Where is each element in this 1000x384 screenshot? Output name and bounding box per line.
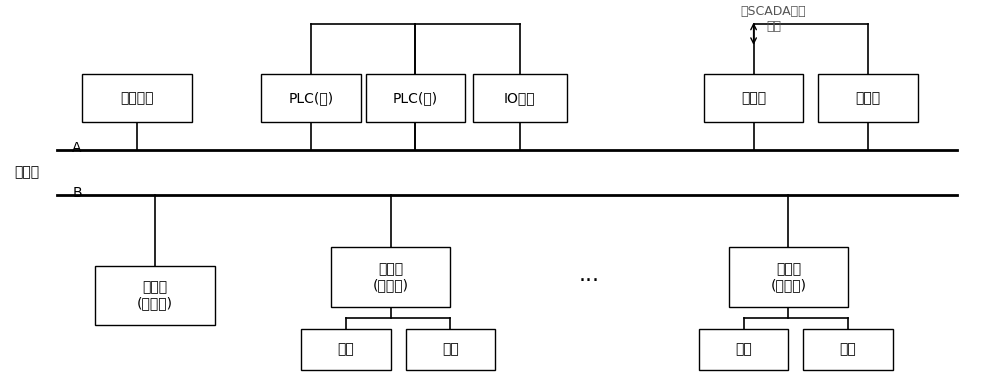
Text: IO机架: IO机架 [504,91,536,105]
Text: 终端: 终端 [840,343,856,357]
Text: 终端: 终端 [337,343,354,357]
Text: 上位机
(操作员): 上位机 (操作员) [770,262,806,292]
Text: 报警模块: 报警模块 [120,91,154,105]
Bar [406,329,495,370]
Text: 与SCADA系统
通讯: 与SCADA系统 通讯 [741,5,806,33]
Text: 服务器: 服务器 [855,91,881,105]
Text: 交换机: 交换机 [15,166,40,180]
Bar [473,74,567,122]
Text: 终端: 终端 [442,343,459,357]
Text: PLC(备): PLC(备) [393,91,438,105]
Text: 上位机
(操作员): 上位机 (操作员) [373,262,409,292]
Text: PLC(用): PLC(用) [288,91,334,105]
Bar [261,74,361,122]
Text: A: A [72,141,82,156]
Bar [82,74,192,122]
Text: B: B [72,186,82,200]
Text: 终端: 终端 [735,343,752,357]
Bar [699,329,788,370]
Bar [704,74,803,122]
Bar [331,247,450,307]
Text: 路由器: 路由器 [741,91,766,105]
Text: 上位机
(工程师): 上位机 (工程师) [137,280,173,311]
Bar [818,74,918,122]
Bar [803,329,893,370]
Bar [729,247,848,307]
Text: ···: ··· [579,271,600,291]
Bar [366,74,465,122]
Bar [95,266,215,325]
Bar [301,329,391,370]
